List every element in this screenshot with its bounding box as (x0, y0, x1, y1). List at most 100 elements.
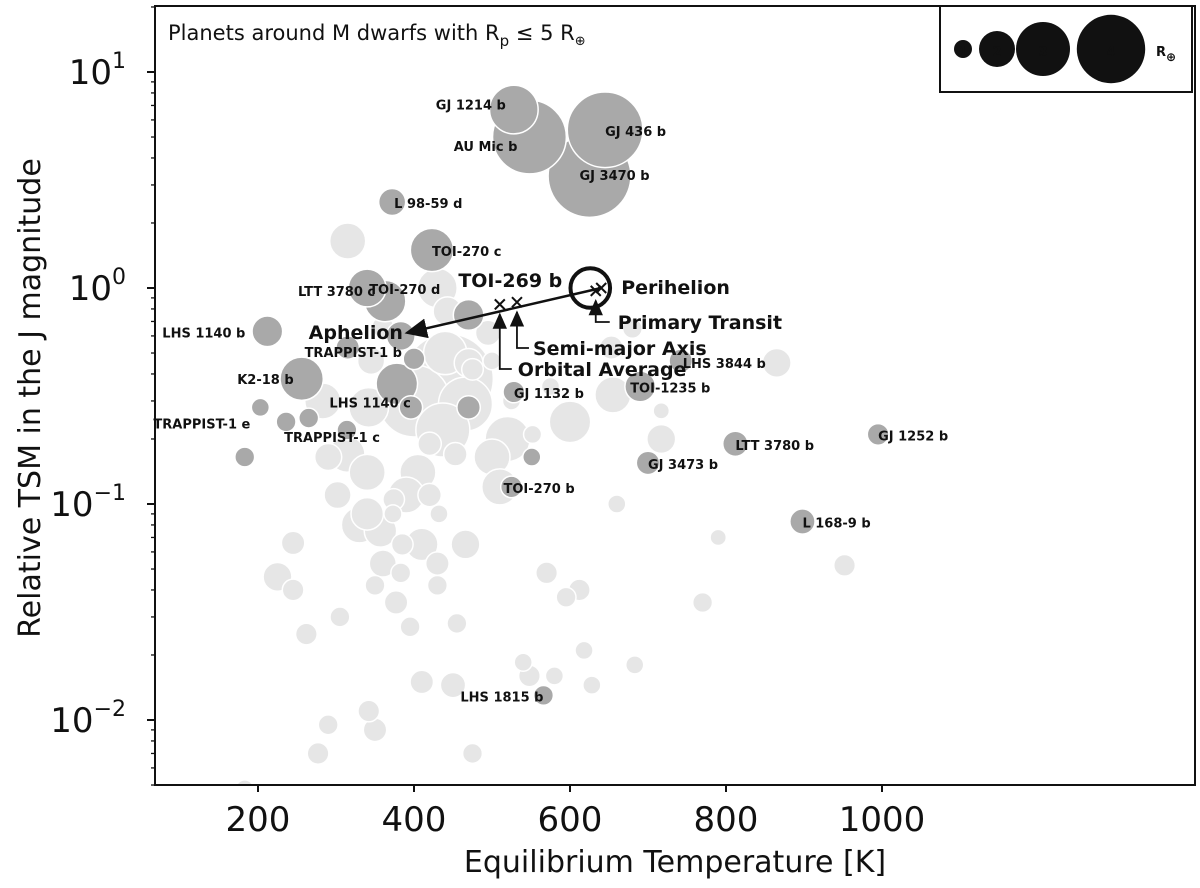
background-point (709, 528, 728, 547)
planet-point (635, 450, 661, 476)
planet-label: GJ 1132 b (514, 387, 584, 402)
background-point (598, 335, 624, 361)
legend-label: 2 (992, 45, 1001, 60)
legend-label: 4 (1106, 45, 1115, 60)
planet-label: GJ 436 b (605, 125, 666, 140)
semi-major-axis-leader (509, 310, 529, 349)
background-point (364, 574, 386, 597)
x-tick-label: 600 (538, 800, 603, 840)
background-point (426, 574, 449, 597)
background-point (621, 317, 644, 340)
planet-point (347, 268, 387, 308)
background-point (461, 742, 484, 765)
toi-269-label: TOI-269 b (458, 270, 562, 292)
background-point (281, 578, 305, 602)
aphelion-label: Aphelion (309, 322, 403, 344)
y-axis-title: Relative TSM in the J magnitude (13, 158, 48, 638)
background-point (328, 222, 367, 260)
planet-labels: GJ 1214 b AU Mic b GJ 436 b GJ 3470 b L 98-5… (153, 99, 948, 706)
y-tick-label: 10−1 (50, 481, 126, 525)
planet-point (409, 227, 455, 273)
background-point (513, 652, 533, 673)
y-tick-label: 101 (69, 49, 126, 93)
y-tick-label: 100 (69, 265, 126, 309)
background-point (383, 590, 409, 615)
planet-point-unlabeled (456, 394, 482, 420)
background-point (429, 504, 449, 524)
planet-label: TRAPPIST-1 b (305, 346, 402, 361)
planet-point-unlabeled (522, 447, 542, 467)
planet-label: TOI-270 c (432, 245, 502, 260)
planet-point (566, 91, 644, 169)
background-point (409, 669, 435, 695)
planet-label: L 98-59 d (394, 197, 462, 212)
background-point (522, 424, 543, 445)
planet-point (275, 411, 297, 433)
planet-label: TOI-270 b (504, 482, 575, 497)
orbit-arrow (404, 286, 602, 339)
planet-point-unlabeled (375, 362, 419, 406)
background-point (356, 346, 386, 376)
planet-label: TOI-270 d (369, 283, 440, 298)
x-tick-label: 800 (694, 800, 759, 840)
background-point (399, 616, 421, 638)
background-point (442, 441, 468, 467)
background-point (350, 496, 385, 531)
planet-point (789, 508, 816, 535)
planet-point-unlabeled (298, 407, 320, 429)
planet-point-unlabeled (336, 419, 358, 441)
background-point (417, 482, 443, 508)
planet-label: LHS 1140 b (162, 326, 245, 341)
semi-major-axis-marker (511, 296, 523, 308)
background-point (652, 401, 671, 420)
background-point (323, 480, 352, 510)
planet-point (866, 422, 890, 446)
size-legend: 1 2 3 4 R⊕ (939, 5, 1193, 93)
background-point (390, 562, 412, 584)
background-point (329, 606, 351, 628)
background-point (624, 655, 645, 675)
planet-label: TRAPPIST-1 c (284, 431, 380, 446)
planet-point (488, 84, 539, 135)
background-point (460, 357, 485, 381)
planet-point (624, 370, 657, 403)
planet-label: TOI-1235 b (630, 381, 710, 396)
planet-label: LHS 3844 b (683, 357, 766, 372)
background-point (383, 504, 403, 524)
planet-label: TRAPPIST-1 e (153, 417, 250, 432)
planet-point (532, 684, 555, 707)
primary-transit-marker (590, 285, 602, 297)
planet-point (722, 430, 749, 458)
planet-label: LHS 1140 c (329, 396, 410, 411)
background-point (833, 553, 857, 577)
primary-transit-label: Primary Transit (618, 312, 782, 334)
background-point (691, 591, 714, 614)
planet-label: LHS 1815 b (460, 690, 543, 705)
planet-label: AU Mic b (454, 140, 518, 155)
y-axis-ticks: 10−2 10−1 100 101 (50, 6, 155, 786)
background-point (607, 494, 627, 514)
planet-label: LTT 3780 c (298, 285, 375, 300)
background-point (450, 529, 481, 560)
background-point (439, 671, 467, 699)
x-tick-label: 400 (382, 800, 447, 840)
background-point (235, 779, 254, 785)
planet-point (279, 356, 325, 402)
background-point (548, 400, 592, 444)
background-point (646, 423, 677, 455)
planet-label: LTT 3780 b (735, 439, 814, 454)
planet-label: L 168-9 b (802, 516, 870, 531)
perihelion-label: Perihelion (621, 277, 730, 299)
legend-circle (1016, 22, 1070, 76)
toi-269-annotation: TOI-269 b Aphelion Perihelion Primary Trans… (309, 266, 782, 381)
semi-major-axis-label: Semi-major Axis (533, 338, 707, 360)
background-point (348, 453, 386, 492)
background-point (357, 699, 381, 723)
x-tick-label: 1000 (839, 800, 926, 840)
orbital-average-label: Orbital Average (518, 359, 687, 381)
background-point (390, 532, 414, 556)
highlighted-points (234, 84, 890, 707)
chart-title: Planets around M dwarfs with Rp ≤ 5 R⊕ (168, 21, 586, 50)
legend-circle (1076, 14, 1146, 84)
